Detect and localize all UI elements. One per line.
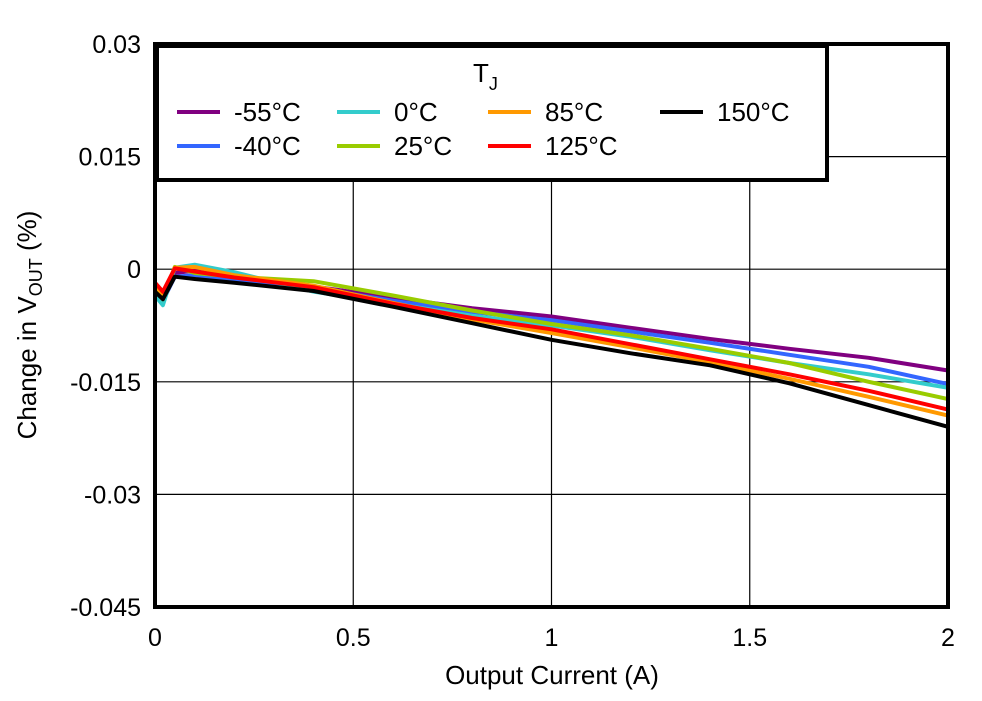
legend-label: 125°C: [545, 131, 618, 161]
legend-label: -40°C: [234, 131, 301, 161]
data-series: [153, 262, 949, 429]
y-tick-label: -0.045: [70, 594, 141, 622]
y-axis-tick-labels: 0.03 0.015 0 -0.015 -0.03 -0.045: [70, 31, 141, 622]
x-tick-label: 1: [545, 624, 559, 652]
y-tick-label: 0: [127, 256, 141, 284]
x-tick-label: 1.5: [732, 624, 767, 652]
y-tick-label: 0.015: [78, 144, 141, 172]
legend-items: -55°C -40°C 0°C 25°C 85°C 125°C 150°C: [177, 97, 790, 161]
legend-label: 25°C: [394, 131, 452, 161]
series-line: [153, 274, 949, 429]
y-axis-title: Change in VOUT (%): [12, 211, 46, 440]
legend: TJ -55°C -40°C 0°C 25°C 85°C 125°C 150°C: [155, 44, 829, 182]
legend-label: 85°C: [545, 97, 603, 127]
legend-label: 0°C: [394, 97, 438, 127]
x-tick-label: 0.5: [336, 624, 371, 652]
series-line: [153, 266, 949, 412]
y-tick-label: -0.015: [70, 369, 141, 397]
y-tick-label: -0.03: [84, 481, 141, 509]
legend-label: -55°C: [234, 97, 301, 127]
x-tick-label: 2: [941, 624, 955, 652]
x-tick-label: 0: [148, 624, 162, 652]
legend-title: TJ: [473, 58, 498, 94]
x-axis-title: Output Current (A): [445, 660, 659, 690]
legend-label: 150°C: [717, 97, 790, 127]
x-axis-tick-labels: 0 0.5 1 1.5 2: [148, 624, 955, 652]
y-tick-label: 0.03: [92, 31, 141, 59]
